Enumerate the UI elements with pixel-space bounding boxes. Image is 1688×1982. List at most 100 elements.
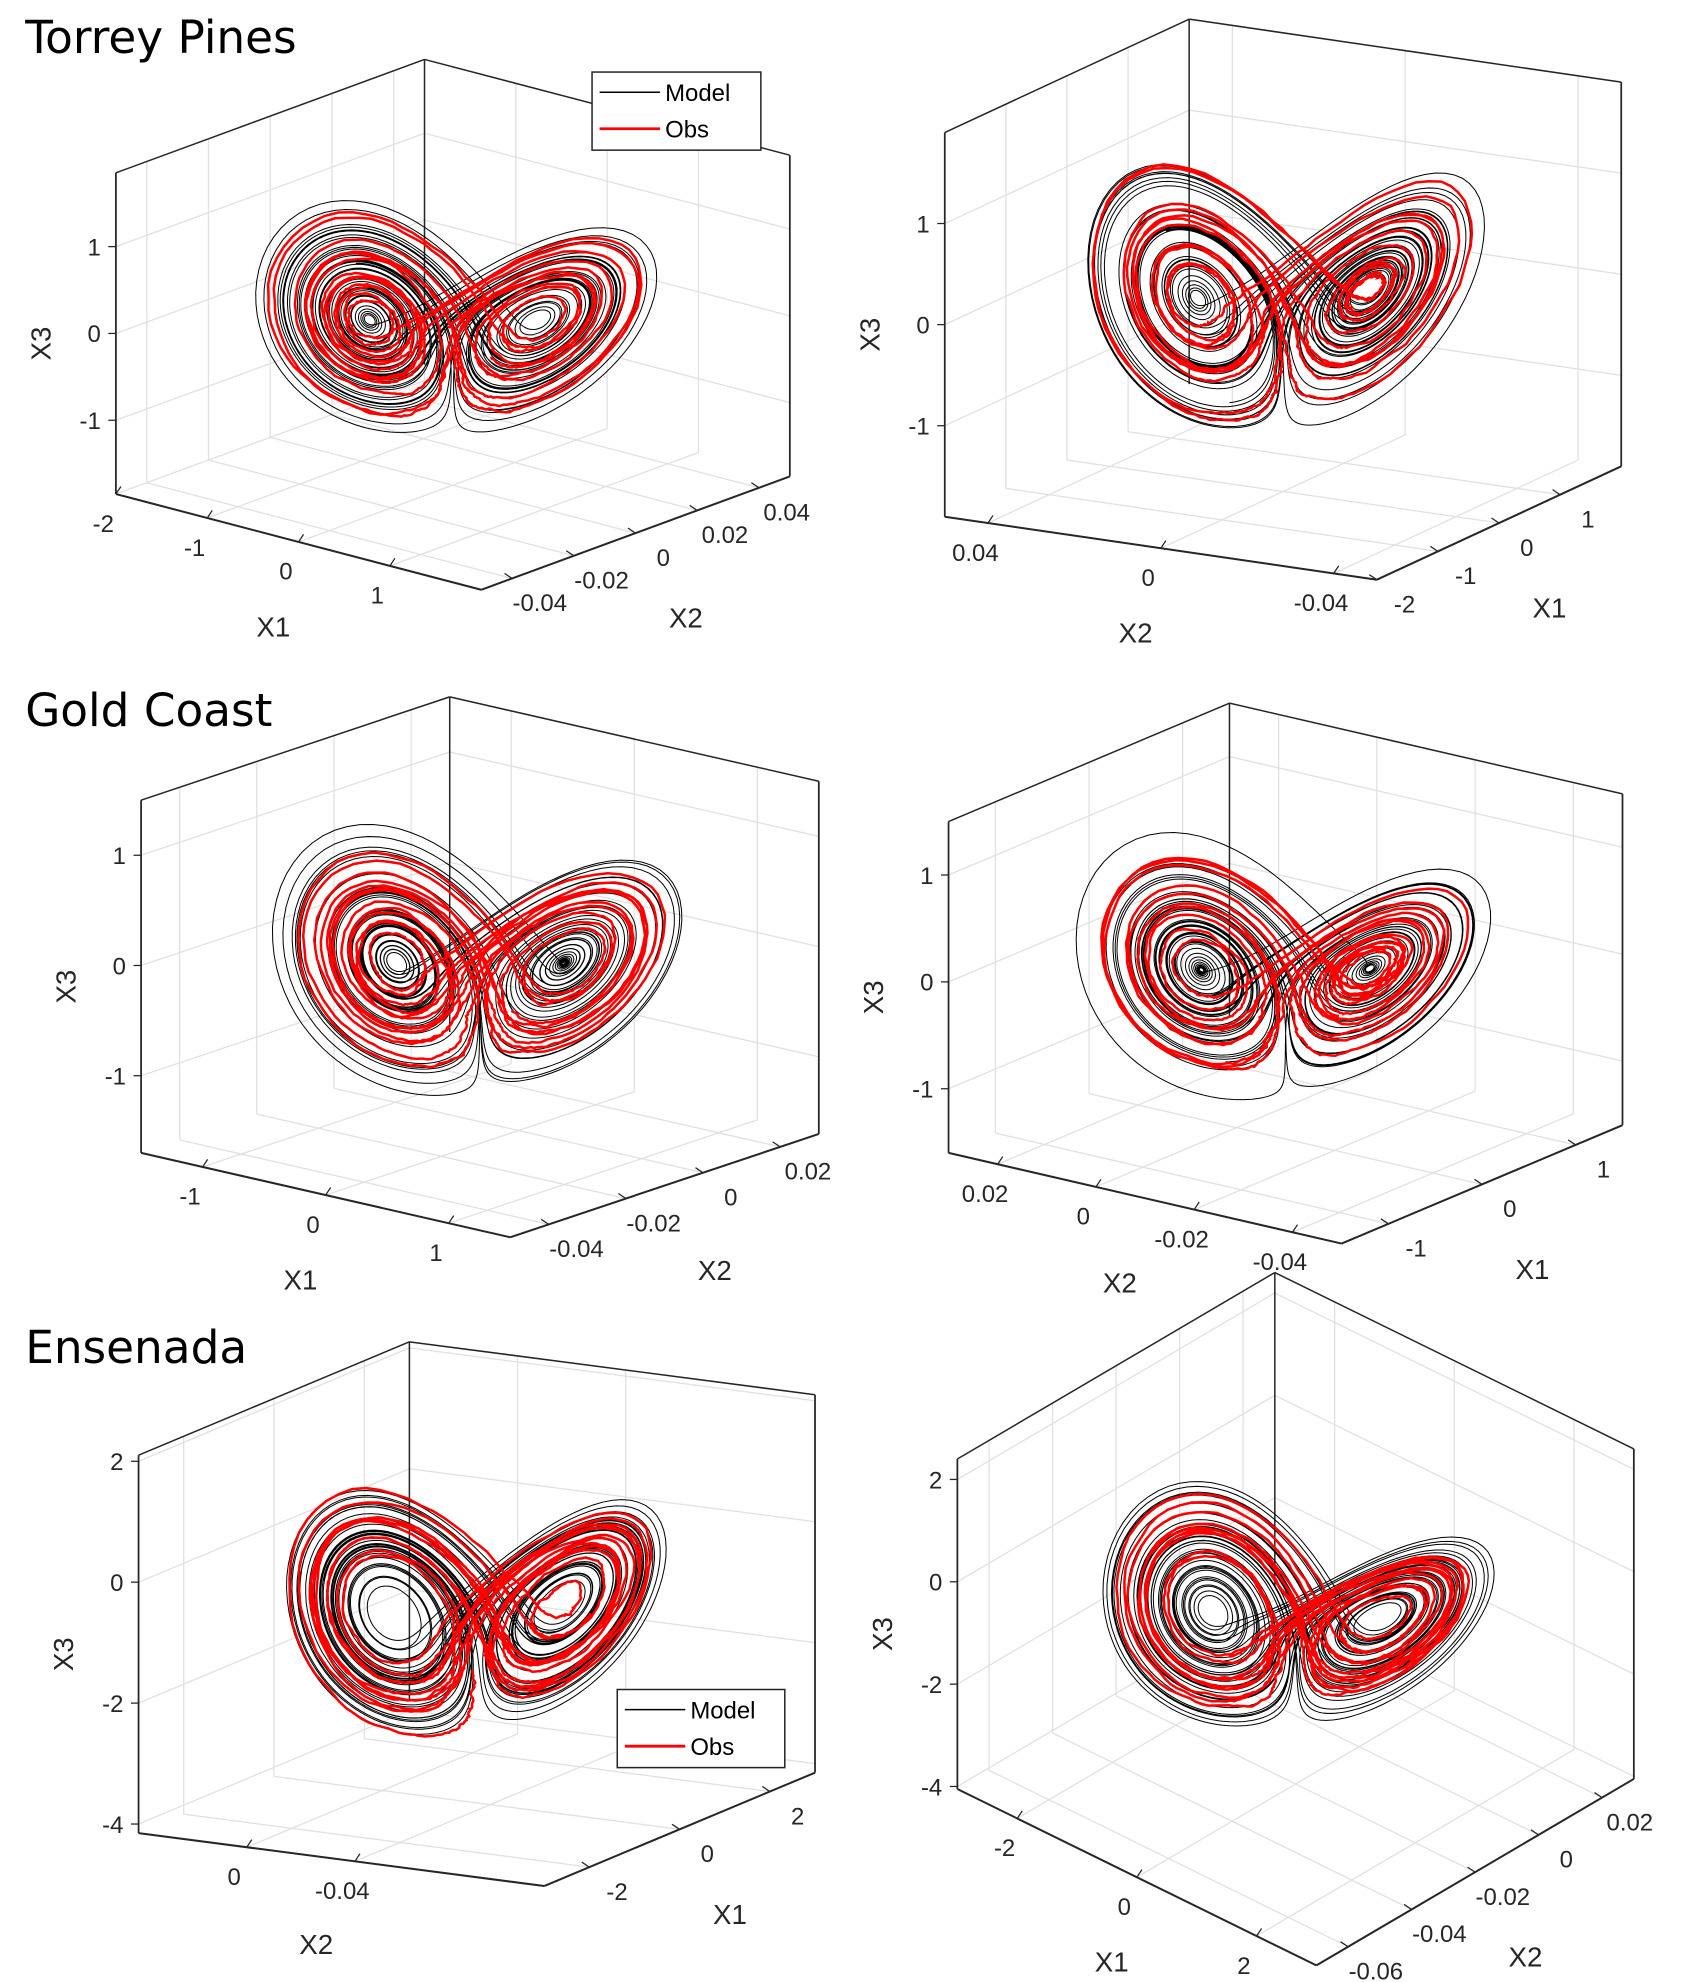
tick-label-x3: 0 <box>110 1570 123 1597</box>
panel-4: 0.02 0 -0.02 -0.04 -1 0 1 -1 0 1 X2 X1 X3 <box>858 702 1624 1299</box>
gridline <box>957 1394 1276 1583</box>
gridline <box>1115 1695 1476 1873</box>
gridline <box>424 132 790 230</box>
tick-label-x3: -1 <box>912 1077 933 1104</box>
axis-line-2 <box>509 1133 820 1239</box>
series-obs-trajectory <box>266 210 643 418</box>
gridline <box>409 1468 816 1523</box>
tick-label-x2: 0.04 <box>763 500 810 527</box>
series-obs-trajectory <box>1091 163 1474 422</box>
tick-label-x1: 1 <box>1597 1157 1610 1184</box>
section-title-gold-coast: Gold Coast <box>25 684 272 737</box>
tick-mark <box>1594 1792 1603 1799</box>
gridline <box>140 751 450 856</box>
tick-mark <box>1567 1139 1577 1146</box>
gridline <box>948 862 1230 983</box>
tick-label-x2: 0.02 <box>785 1159 832 1186</box>
tick-mark <box>997 1156 1004 1165</box>
axis-line-1 <box>115 493 482 591</box>
axis-line-1 <box>138 1832 545 1888</box>
tick-mark <box>761 1785 771 1793</box>
axis-label-x2: X2 <box>1103 1268 1137 1299</box>
gridline <box>325 1091 635 1196</box>
gridline <box>449 751 819 837</box>
tick-label-x1: 0 <box>279 559 292 586</box>
tick-mark <box>689 504 698 511</box>
series-obs-trajectory <box>297 851 667 1069</box>
series-obs-trajectory <box>1115 1492 1471 1708</box>
tick-mark <box>1340 1941 1349 1948</box>
tick-mark <box>1430 545 1439 552</box>
legend-top: Model Obs <box>591 71 762 151</box>
gridline <box>270 436 636 534</box>
tick-label-x3: -1 <box>105 1064 126 1091</box>
tick-label-x2: -0.02 <box>1476 1884 1531 1911</box>
tick-mark <box>1403 1903 1412 1910</box>
tick-mark <box>1333 565 1340 574</box>
tick-mark <box>246 1839 253 1848</box>
box-edge <box>1189 18 1622 83</box>
tick-mark <box>1193 1201 1200 1210</box>
series-model-trajectory <box>1102 1481 1495 1727</box>
gridline <box>1274 1394 1635 1573</box>
tick-label-x2: 0 <box>657 545 670 572</box>
axis-label-x1: X1 <box>1095 1947 1129 1978</box>
tick-label-x2: -0.04 <box>1294 590 1349 617</box>
tick-label-x2: -0.04 <box>513 590 568 617</box>
tick-mark <box>1016 1810 1023 1819</box>
gridline <box>1274 1599 1635 1777</box>
section-title-ensenada: Ensenada <box>25 1321 247 1374</box>
tick-label-x3: -2 <box>921 1672 942 1699</box>
tick-mark <box>1467 1866 1476 1873</box>
tick-label-x1: -1 <box>184 535 205 562</box>
tick-mark <box>1380 1218 1389 1225</box>
axis-label-x2: X2 <box>669 603 703 634</box>
tick-label-x2: 0.04 <box>952 540 999 567</box>
gridline <box>138 1347 410 1462</box>
axis-label-x2: X2 <box>1119 618 1153 649</box>
legend-model-label: Model <box>690 1697 755 1724</box>
gridline <box>202 1063 512 1168</box>
gridline <box>146 482 513 580</box>
tick-label-x1: -1 <box>1455 563 1476 590</box>
tick-mark <box>1256 1928 1263 1937</box>
tick-mark <box>354 1853 361 1862</box>
axis-label-x3: X3 <box>854 318 885 352</box>
gridline <box>273 1775 680 1830</box>
box-edge <box>409 1341 816 1396</box>
axis-label-x1: X1 <box>256 611 290 642</box>
panel-6: -2 0 2 -0.06 -0.04 -0.02 0 0.02 -4 -2 0 2 X1 X2 X3 <box>867 1271 1653 1982</box>
tick-label-x1: 0 <box>1118 1894 1131 1921</box>
axis-label-x1: X1 <box>713 1899 747 1930</box>
axis-label-x3: X3 <box>48 1637 79 1671</box>
legend-obs-label: Obs <box>665 117 709 144</box>
box-edge <box>1274 1271 1635 1450</box>
tick-mark <box>1530 1829 1539 1836</box>
gridline <box>409 1347 816 1402</box>
gridline <box>1052 1732 1412 1911</box>
tick-label-x3: 0 <box>920 970 933 997</box>
gridline <box>424 306 790 404</box>
tick-label-x1: -1 <box>1405 1236 1426 1263</box>
tick-label-x3: 1 <box>87 234 100 261</box>
gridline <box>995 1132 1389 1225</box>
axis-label-x3: X3 <box>25 327 56 361</box>
tick-mark <box>565 550 575 557</box>
tick-label-x2: -0.04 <box>549 1236 604 1263</box>
axis-label-x2: X2 <box>698 1255 732 1286</box>
tick-mark <box>202 1159 209 1168</box>
axis-label-x3: X3 <box>858 980 889 1014</box>
tick-label-x1: 0 <box>1503 1196 1516 1223</box>
gridline <box>944 109 1190 225</box>
gridline <box>331 414 698 512</box>
tick-label-x1: 1 <box>429 1240 442 1267</box>
gridline <box>948 756 1230 876</box>
tick-label-x2: -0.04 <box>1412 1921 1467 1948</box>
tick-mark <box>115 486 122 495</box>
axis-line-1 <box>944 515 1377 581</box>
panel-3: -1 0 1 -0.04 -0.02 0 0.02 -1 0 1 X1 X2 X3 <box>51 696 832 1296</box>
axis-label-x2: X2 <box>299 1929 333 1960</box>
tick-label-x3: 1 <box>113 843 126 870</box>
tick-label-x3: 2 <box>929 1467 942 1494</box>
